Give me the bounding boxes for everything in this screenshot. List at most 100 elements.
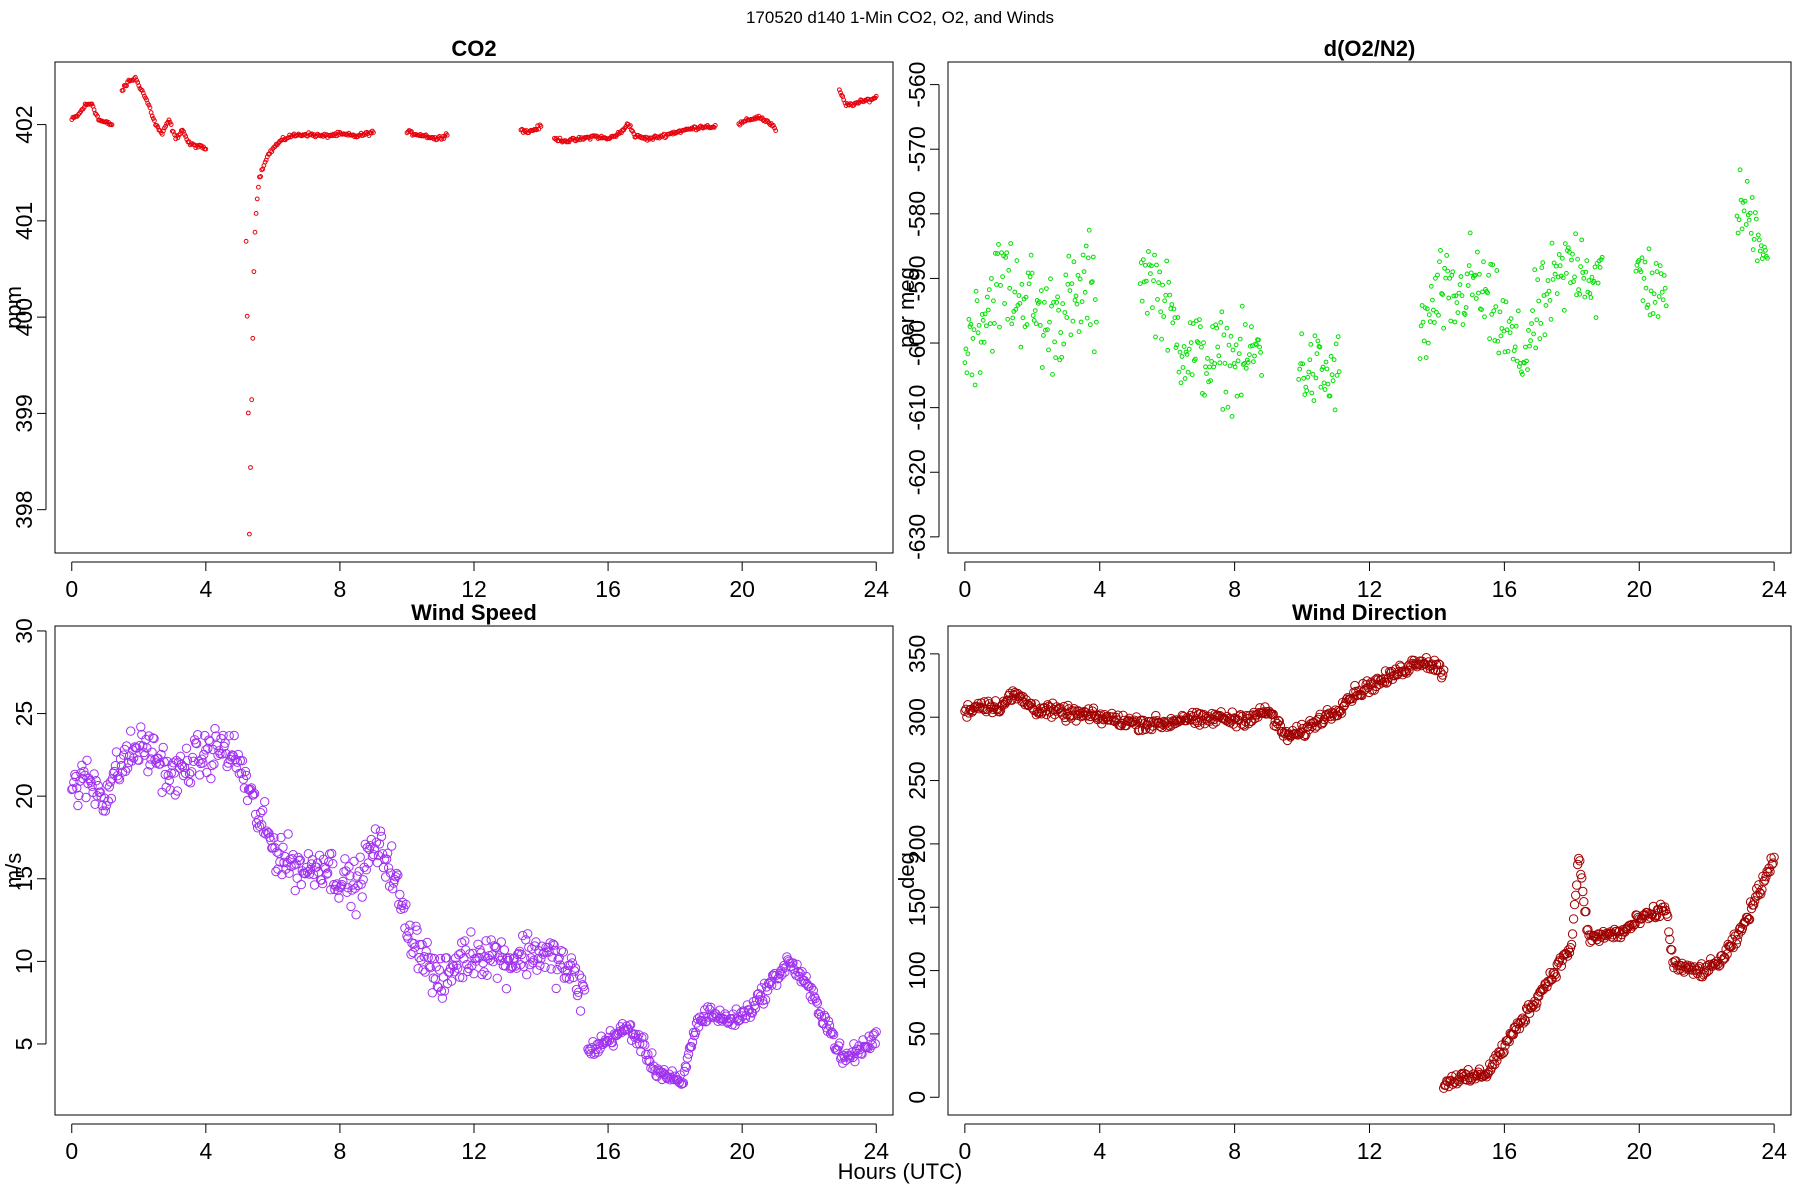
o2-data-point bbox=[1204, 371, 1209, 376]
wind-speed-data-point bbox=[89, 769, 99, 779]
wind-speed-data-point bbox=[868, 1030, 878, 1040]
o2-data-point bbox=[1646, 246, 1652, 252]
co2-data-point bbox=[856, 100, 861, 106]
o2-data-point bbox=[1570, 251, 1575, 257]
o2-data-point bbox=[1043, 327, 1048, 333]
o2-y-tick-label: -600 bbox=[904, 320, 930, 366]
o2-data-point bbox=[1186, 346, 1192, 352]
o2-data-point bbox=[1546, 288, 1552, 294]
o2-data-point bbox=[1597, 265, 1603, 270]
o2-data-point bbox=[1331, 357, 1337, 363]
wind-direction-data-point bbox=[1575, 856, 1585, 866]
wind-speed-data-point bbox=[482, 970, 492, 980]
wind-speed-data-point bbox=[163, 770, 173, 780]
wind-direction-data-point bbox=[1042, 700, 1053, 710]
o2-data-point bbox=[1530, 308, 1535, 314]
o2-data-point bbox=[1586, 278, 1592, 283]
o2-data-point bbox=[1752, 210, 1758, 216]
wind-speed-data-point bbox=[79, 766, 89, 777]
wind-speed-data-point bbox=[731, 1004, 741, 1014]
o2-data-point bbox=[1090, 254, 1096, 260]
co2-x-tick-label: 16 bbox=[595, 576, 621, 602]
o2-data-point bbox=[1560, 275, 1566, 281]
o2-data-point bbox=[1479, 307, 1484, 313]
wind-speed-data-point bbox=[260, 797, 270, 807]
wind-direction-data-point bbox=[1235, 710, 1246, 720]
wind-speed-data-point bbox=[551, 983, 561, 994]
o2-data-point bbox=[1082, 289, 1088, 295]
wind-speed-data-point bbox=[192, 739, 202, 749]
wind-speed-title: Wind Speed bbox=[411, 600, 537, 625]
wind-direction-x-tick-label: 8 bbox=[1228, 1138, 1241, 1164]
o2-data-point bbox=[1742, 198, 1748, 204]
wind-speed-data-point bbox=[570, 963, 581, 973]
o2-data-point bbox=[1440, 292, 1445, 297]
o2-data-point bbox=[1165, 347, 1171, 353]
co2-y-tick-label: 401 bbox=[11, 202, 37, 240]
co2-data-point bbox=[771, 123, 776, 128]
wind-direction-data-point bbox=[1145, 724, 1155, 734]
wind-speed-data-point bbox=[264, 828, 274, 838]
o2-data-point bbox=[1584, 258, 1590, 264]
wind-speed-data-point bbox=[387, 841, 397, 851]
wind-speed-data-point bbox=[68, 784, 78, 794]
o2-data-point bbox=[1753, 216, 1759, 222]
o2-x-tick-label: 20 bbox=[1626, 576, 1652, 602]
o2-data-point bbox=[1439, 291, 1444, 296]
o2-data-point bbox=[1765, 255, 1770, 261]
wind-direction-data-point bbox=[1304, 724, 1314, 735]
wind-speed-data-point bbox=[132, 743, 142, 753]
wind-direction-data-point bbox=[1132, 716, 1143, 726]
o2-data-point bbox=[1254, 342, 1259, 348]
wind-speed-data-point bbox=[424, 962, 434, 972]
wind-direction-data-point bbox=[1008, 686, 1018, 696]
wind-speed-data-point bbox=[368, 849, 379, 860]
wind-direction-panel: Wind Direction deg 0 4 8 12 16 20 24 0 50 100 150 200… bbox=[894, 600, 1792, 1164]
o2-data-point bbox=[1751, 237, 1757, 242]
wind-direction-data-point bbox=[1191, 707, 1202, 718]
wind-speed-data-point bbox=[446, 976, 457, 986]
wind-speed-data-point bbox=[776, 966, 786, 976]
wind-speed-data-point bbox=[229, 730, 239, 741]
wind-direction-data-point bbox=[1162, 722, 1172, 732]
wind-speed-data-point bbox=[207, 760, 217, 771]
o2-data-point bbox=[1744, 178, 1750, 184]
o2-data-point bbox=[1537, 336, 1543, 342]
wind-speed-data-point bbox=[760, 995, 771, 1005]
wind-direction-y-tick-label: 300 bbox=[904, 698, 930, 736]
o2-data-point bbox=[1419, 303, 1425, 308]
wind-speed-data-point bbox=[395, 889, 405, 900]
co2-data-point bbox=[120, 87, 126, 93]
wind-direction-data-point bbox=[1762, 866, 1772, 877]
o2-data-point bbox=[1153, 334, 1158, 340]
wind-speed-data-point bbox=[357, 892, 367, 902]
o2-data-point bbox=[1008, 241, 1014, 246]
wind-speed-x-tick-label: 20 bbox=[729, 1138, 755, 1164]
wind-direction-data-point bbox=[1510, 1022, 1521, 1033]
figure-title: 170520 d140 1-Min CO2, O2, and Winds bbox=[746, 8, 1054, 27]
o2-data-point bbox=[1336, 369, 1342, 375]
wind-speed-data-point bbox=[302, 867, 313, 877]
o2-data-point bbox=[1494, 268, 1500, 273]
o2-data-point bbox=[1159, 336, 1164, 342]
o2-x-tick-label: 12 bbox=[1357, 576, 1383, 602]
wind-direction-data-point bbox=[1317, 719, 1327, 729]
o2-data-point bbox=[1420, 319, 1426, 325]
o2-data-point bbox=[962, 360, 968, 366]
wind-direction-data-point bbox=[1202, 714, 1212, 724]
o2-data-point bbox=[1137, 281, 1143, 287]
o2-data-point bbox=[1526, 328, 1531, 333]
wind-speed-data-point bbox=[477, 969, 487, 980]
wind-speed-y-tick-label: 20 bbox=[11, 783, 37, 809]
o2-data-point bbox=[1532, 267, 1538, 273]
o2-data-point bbox=[1513, 323, 1519, 329]
o2-data-point bbox=[1453, 293, 1459, 299]
o2-data-point bbox=[1089, 279, 1095, 285]
o2-data-point bbox=[1488, 261, 1494, 267]
wind-speed-data-point bbox=[358, 875, 368, 885]
o2-data-point bbox=[1225, 404, 1231, 410]
o2-data-point bbox=[1737, 167, 1743, 173]
o2-data-point bbox=[1258, 350, 1263, 355]
co2-data-point bbox=[867, 99, 872, 105]
